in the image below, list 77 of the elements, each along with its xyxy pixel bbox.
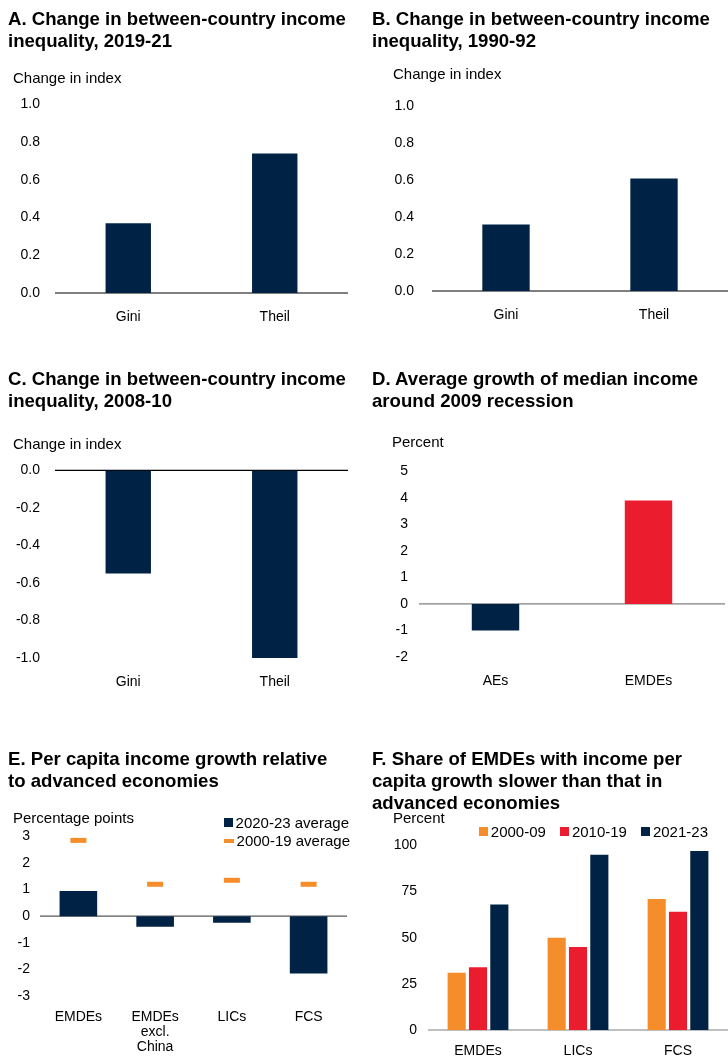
y-tick-label: 50 [401,928,418,945]
x-tick-label: LICs [563,1041,593,1058]
y-tick-label: 0.0 [394,281,415,298]
y-tick-label: 0.6 [394,171,415,188]
legend-label: 2010-19 [571,823,627,840]
y-tick-label: 1.0 [20,95,41,112]
bar [447,972,466,1030]
legend-label: 2000-09 [490,823,546,840]
x-tick-label: Gini [115,307,141,324]
y-tick-label: 3 [22,827,31,844]
x-tick-label: Gini [493,305,519,322]
legend-label: 2000-19 average [236,832,350,849]
x-tick-label: LICs [217,1007,247,1024]
y-tick-label: 75 [401,882,418,899]
bar [547,937,566,1030]
chart-title: D. Average growth of median income around 2009 recession [372,368,700,412]
y-axis-title: Percentage points [13,809,134,826]
y-tick-label: 0 [22,907,31,924]
y-tick-label: 0 [409,1020,418,1037]
y-tick-label: 4 [400,488,409,505]
y-tick-label: 1 [22,880,31,897]
y-tick-label: -0.2 [15,498,41,515]
y-tick-label: 2 [22,853,31,870]
x-tick-label: Theil [259,307,290,324]
bar [647,898,666,1030]
bar [468,967,488,1030]
y-tick-label: -1.0 [15,648,41,665]
y-tick-label: 3 [400,515,409,532]
bar [490,904,509,1030]
chart-title: B. Change in between-country income inequality, 1990-92 [372,8,711,52]
chart-title: A. Change in between-country income inequality, 2019-21 [8,8,347,52]
x-tick-label: EMDEs excl. China [131,1007,179,1055]
y-axis-title: Change in index [393,65,502,82]
y-tick-label: 0 [400,594,409,611]
x-tick-label: FCS [294,1007,323,1024]
chart-title: E. Per capita income growth relative to advanced economies [8,748,329,792]
y-tick-label: 0.8 [20,132,41,149]
x-tick-label: Gini [115,672,141,689]
y-tick-label: 0.8 [394,134,415,151]
y-tick-label: -0.8 [15,611,41,628]
y-tick-label: -3 [17,986,31,1003]
bar [690,850,709,1030]
y-tick-label: 100 [393,836,418,853]
bar [590,854,609,1030]
y-axis-title: Change in index [13,435,122,452]
y-axis-title: Percent [392,433,444,450]
y-tick-label: 0.2 [20,246,41,263]
y-tick-label: 0.6 [20,170,41,187]
x-tick-label: EMDEs [454,1041,502,1058]
x-tick-label: AEs [482,671,509,688]
x-tick-label: Theil [259,672,290,689]
y-tick-label: 0.4 [394,208,415,225]
bar [568,946,588,1030]
y-tick-label: 0.0 [20,283,41,300]
x-tick-label: EMDEs [624,671,673,688]
y-tick-label: 2 [400,541,409,558]
y-tick-label: 25 [401,974,418,991]
y-tick-label: -1 [395,621,409,638]
legend-label: 2021-23 [652,823,708,840]
y-axis-title: Change in index [13,69,122,86]
y-tick-label: -2 [17,960,31,977]
y-tick-label: -1 [17,933,31,950]
y-tick-label: -0.4 [15,536,41,553]
y-tick-label: 0.4 [20,208,41,225]
y-tick-label: -2 [395,647,409,664]
legend-label: 2020-23 average [235,814,349,831]
y-tick-label: 1 [400,568,409,585]
y-tick-label: 5 [400,462,409,479]
x-tick-label: EMDEs [54,1007,103,1024]
y-tick-label: -0.6 [15,573,41,590]
chart-title: C. Change in between-country income inequality, 2008-10 [8,368,347,412]
x-tick-label: FCS [664,1041,692,1058]
y-tick-label: 0.2 [394,244,415,261]
x-tick-label: Theil [638,305,670,322]
y-tick-label: 1.0 [394,97,415,114]
bar [668,911,688,1030]
y-tick-label: 0.0 [20,461,41,478]
